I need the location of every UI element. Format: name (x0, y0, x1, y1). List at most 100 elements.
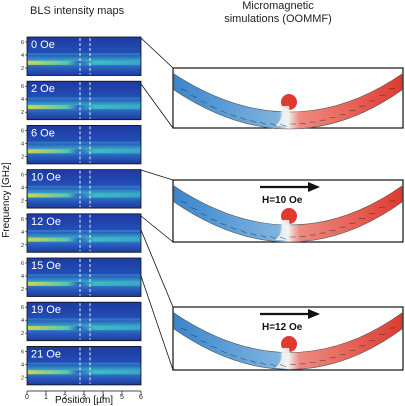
field-arrow-head (308, 309, 320, 319)
bls-panel: 21 Oe 6 4 2 (21, 345, 142, 386)
y-tick-label: 2 (21, 287, 24, 293)
bls-band (28, 105, 140, 110)
magnetization-arrow (190, 334, 197, 338)
magnetization-arrow (279, 236, 287, 240)
magnetization-arrow (230, 114, 237, 117)
simulation-field-label: H=10 Oe (262, 195, 303, 206)
bls-map (26, 213, 142, 253)
magnetization-arrow (250, 119, 257, 123)
bls-panel: 15 Oe 6 4 2 (21, 257, 142, 297)
bls-band (28, 149, 140, 154)
simulation-panel: H=10 Oe (172, 179, 404, 243)
y-tick-label: 2 (21, 110, 24, 116)
domain-wall-core (275, 220, 290, 240)
y-tick-label: 2 (21, 375, 24, 381)
magnetization-arrow (230, 226, 237, 230)
simulation-panels: H=10 Oe H=12 Oe (172, 67, 404, 371)
x-tick-label: 1 (44, 394, 48, 401)
sim-title-line1: Micromagnetic (242, 0, 314, 12)
magnetization-arrow (270, 123, 277, 126)
bls-band (28, 370, 140, 375)
simulation-panel: H=12 Oe (172, 306, 404, 371)
connector-lines (140, 37, 174, 371)
magnetization-arrow (279, 364, 287, 368)
bls-map (26, 125, 142, 165)
magnetization-arrow (260, 234, 267, 238)
bls-band (28, 60, 140, 65)
y-tick-label: 4 (21, 53, 24, 59)
bls-band (28, 237, 140, 242)
nanowire (173, 312, 403, 370)
bls-band-upper (28, 229, 140, 232)
magnetization-arrow (230, 354, 237, 358)
bls-band (28, 281, 140, 286)
simulation-panel (172, 67, 404, 130)
y-tick-label: 4 (21, 274, 24, 280)
field-label: 15 Oe (31, 260, 61, 272)
x-tick-label: 4 (101, 394, 105, 401)
magnetization-arrow (220, 350, 227, 354)
magnetization-arrow (270, 236, 277, 239)
bls-band-upper (28, 53, 140, 56)
magnetization-arrow (240, 117, 247, 121)
magnetization-arrow (180, 88, 188, 92)
y-tick-label: 2 (21, 66, 24, 72)
nanowire (173, 185, 403, 243)
x-tick-label: 0 (25, 394, 29, 401)
field-label: 0 Oe (31, 39, 55, 51)
bls-map (26, 169, 142, 209)
x-tick-label: 2 (63, 394, 67, 401)
y-tick-label: 4 (21, 230, 24, 236)
magnetization-arrow (250, 232, 257, 236)
bls-map (26, 257, 142, 297)
bls-band-upper (28, 141, 140, 144)
magnetization-arrow (240, 230, 247, 234)
bls-map (26, 345, 142, 386)
magnetization-arrow (200, 100, 207, 104)
bls-band-upper (28, 274, 140, 277)
magnetization-arrow (210, 105, 217, 109)
y-tick-label: 2 (21, 243, 24, 249)
bls-band (28, 193, 140, 198)
x-tick-label: 3 (82, 394, 86, 401)
y-tick-label: 6 (21, 217, 24, 223)
y-tick-label: 4 (21, 186, 24, 192)
bls-band-upper (28, 318, 140, 321)
magnetization-arrow (279, 123, 287, 127)
magnetization-arrow (210, 218, 217, 222)
y-tick-label: 4 (21, 362, 24, 368)
y-tick-label: 4 (21, 141, 24, 147)
bls-band (28, 326, 140, 331)
nanowire (173, 73, 403, 130)
y-tick-label: 6 (21, 349, 24, 355)
field-label: 19 Oe (31, 304, 61, 316)
magnetization-arrow (270, 363, 277, 367)
magnetization-arrow (210, 345, 217, 349)
field-label: 21 Oe (31, 348, 61, 360)
y-tick-label: 6 (21, 40, 24, 46)
y-tick-label: 2 (21, 154, 24, 160)
field-label: 10 Oe (31, 172, 61, 184)
bls-panel: 10 Oe 6 4 2 (21, 169, 142, 209)
magnetization-arrow (220, 223, 227, 226)
bls-panel: 19 Oe 6 4 2 (21, 301, 142, 342)
field-arrow-head (308, 182, 320, 192)
y-tick-label: 4 (21, 318, 24, 324)
y-tick-label: 6 (21, 261, 24, 267)
field-label: 2 Oe (31, 83, 55, 95)
y-tick-label: 6 (21, 305, 24, 311)
bls-band-upper (28, 362, 140, 365)
magnetization-arrow (260, 121, 267, 125)
magnetization-arrow (180, 200, 188, 204)
bls-map (26, 36, 142, 76)
bls-panel: 6 Oe 6 4 2 (21, 125, 142, 165)
bls-panel: 0 Oe 6 4 2 (21, 36, 142, 76)
bls-band-upper (28, 97, 140, 100)
bls-map (26, 80, 142, 121)
y-axis-label: Frequency [GHz] (1, 162, 12, 238)
x-axis: 0 1 2 3 4 5 6 (25, 390, 143, 401)
magnetization-arrow (250, 360, 257, 364)
field-label: 6 Oe (31, 127, 55, 139)
